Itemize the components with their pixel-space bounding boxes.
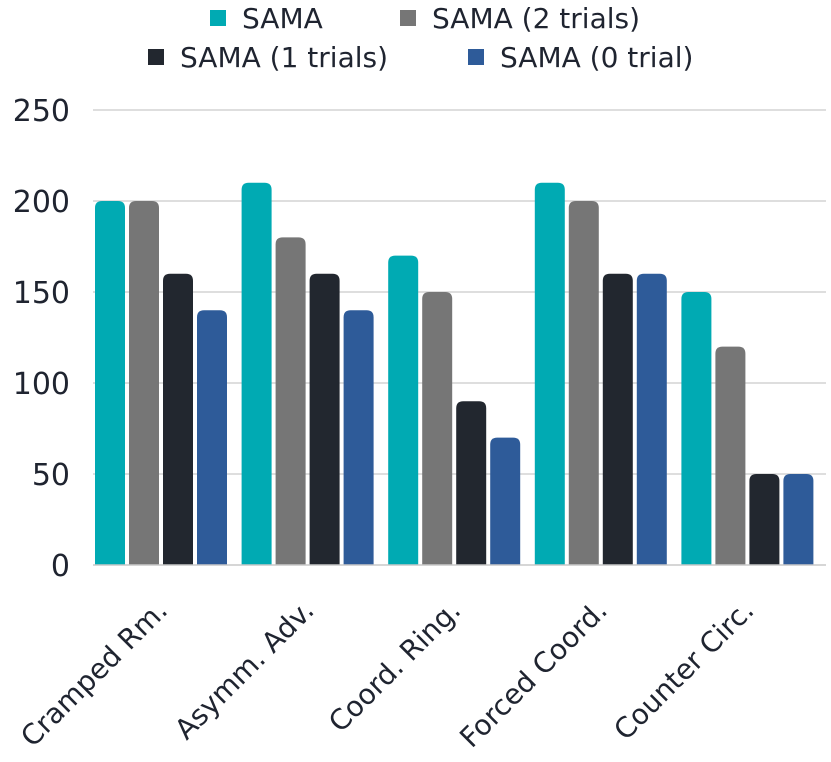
bar-1-1 xyxy=(275,237,306,565)
x-tick-label-2: Coord. Ring. xyxy=(322,594,467,739)
x-tick-label-0: Cramped Rm. xyxy=(14,594,174,754)
y-tick-label-0: 0 xyxy=(51,549,70,584)
x-tick-label-3: Forced Coord. xyxy=(453,594,613,754)
y-tick-label-100: 100 xyxy=(13,367,70,402)
y-tick-label-50: 50 xyxy=(32,458,70,493)
legend-swatch-2 xyxy=(148,49,164,65)
bar-2-2 xyxy=(456,401,487,565)
legend-label-3: SAMA (0 trial) xyxy=(500,41,693,74)
bar-4-2 xyxy=(749,474,780,565)
bar-1-0 xyxy=(241,182,272,566)
x-tick-label-1: Asymm. Adv. xyxy=(168,594,320,746)
legend-label-1: SAMA (2 trials) xyxy=(432,2,640,35)
y-tick-label-150: 150 xyxy=(13,276,70,311)
bar-4-3 xyxy=(783,474,814,565)
bar-3-0 xyxy=(534,182,565,566)
bar-3-3 xyxy=(636,273,667,565)
bar-1-3 xyxy=(343,310,374,565)
y-tick-label-250: 250 xyxy=(13,94,70,129)
bar-4-1 xyxy=(715,346,746,565)
bar-0-1 xyxy=(129,201,159,565)
bar-2-1 xyxy=(422,292,453,565)
bar-3-2 xyxy=(602,273,633,565)
bar-0-0 xyxy=(95,201,125,565)
y-tick-label-200: 200 xyxy=(13,185,70,220)
legend-swatch-1 xyxy=(400,10,416,26)
bar-1-2 xyxy=(309,273,340,565)
bar-2-3 xyxy=(490,437,521,565)
bar-3-1 xyxy=(568,201,599,565)
bar-0-2 xyxy=(163,273,193,565)
bar-2-0 xyxy=(388,255,419,565)
bar-0-3 xyxy=(197,310,227,565)
legend-label-2: SAMA (1 trials) xyxy=(180,41,388,74)
bar-4-0 xyxy=(681,292,712,565)
legend-swatch-0 xyxy=(210,10,226,26)
x-tick-label-4: Counter Circ. xyxy=(607,594,760,747)
legend-swatch-3 xyxy=(468,49,484,65)
legend-label-0: SAMA xyxy=(242,2,323,35)
